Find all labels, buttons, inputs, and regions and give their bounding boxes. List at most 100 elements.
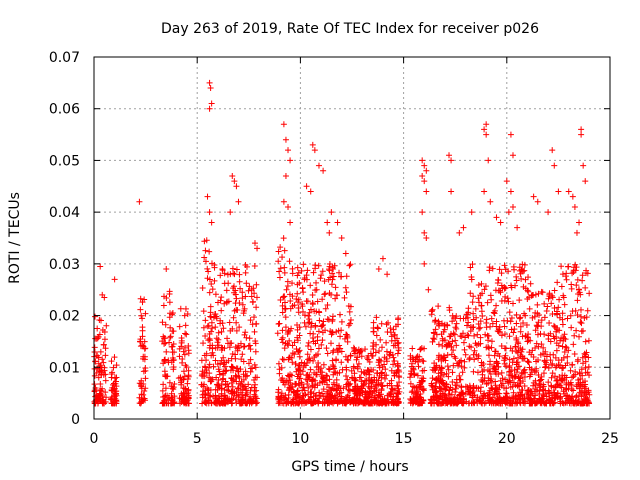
data-point bbox=[300, 384, 307, 391]
data-point bbox=[506, 368, 513, 375]
data-point bbox=[476, 397, 483, 404]
data-point bbox=[535, 319, 542, 326]
data-point bbox=[279, 339, 286, 346]
data-point bbox=[275, 258, 282, 265]
data-point bbox=[137, 382, 144, 389]
data-point bbox=[176, 345, 183, 352]
data-point bbox=[572, 371, 579, 378]
data-point bbox=[417, 383, 424, 390]
data-point bbox=[499, 375, 506, 382]
data-point bbox=[438, 364, 445, 371]
data-point bbox=[101, 294, 108, 301]
data-point bbox=[309, 334, 316, 341]
data-point bbox=[287, 298, 294, 305]
data-point bbox=[373, 332, 380, 339]
data-point bbox=[250, 285, 257, 292]
data-point bbox=[576, 219, 583, 226]
data-point bbox=[204, 265, 211, 272]
data-point bbox=[379, 363, 386, 370]
data-point bbox=[517, 380, 524, 387]
data-point bbox=[554, 279, 561, 286]
data-point bbox=[184, 380, 191, 387]
data-point bbox=[429, 383, 436, 390]
data-point bbox=[170, 386, 177, 393]
data-point bbox=[251, 328, 258, 335]
data-point bbox=[419, 172, 426, 179]
data-point bbox=[526, 305, 533, 312]
data-point bbox=[295, 296, 302, 303]
data-point bbox=[251, 290, 258, 297]
data-point bbox=[519, 333, 526, 340]
data-point bbox=[180, 376, 187, 383]
data-point bbox=[370, 328, 377, 335]
data-point bbox=[530, 354, 537, 361]
data-point bbox=[295, 269, 302, 276]
data-point bbox=[434, 392, 441, 399]
data-point bbox=[230, 367, 237, 374]
data-point bbox=[452, 337, 459, 344]
data-point bbox=[219, 267, 226, 274]
data-point bbox=[167, 334, 174, 341]
data-point bbox=[543, 353, 550, 360]
data-point bbox=[307, 188, 314, 195]
data-point bbox=[275, 248, 282, 255]
data-point bbox=[229, 383, 236, 390]
data-point bbox=[305, 339, 312, 346]
data-point bbox=[320, 361, 327, 368]
data-point bbox=[356, 397, 363, 404]
data-point bbox=[382, 375, 389, 382]
data-point bbox=[312, 381, 319, 388]
data-point bbox=[428, 398, 435, 405]
data-point bbox=[291, 339, 298, 346]
data-point bbox=[460, 330, 467, 337]
data-point bbox=[390, 393, 397, 400]
data-point bbox=[543, 308, 550, 315]
data-point bbox=[242, 329, 249, 336]
data-point bbox=[343, 331, 350, 338]
data-point bbox=[232, 351, 239, 358]
data-point bbox=[236, 344, 243, 351]
data-point bbox=[276, 274, 283, 281]
data-point bbox=[457, 396, 464, 403]
data-point bbox=[330, 385, 337, 392]
data-point bbox=[574, 312, 581, 319]
data-point bbox=[329, 329, 336, 336]
data-point bbox=[284, 340, 291, 347]
data-point bbox=[510, 389, 517, 396]
data-point bbox=[469, 400, 476, 407]
data-point bbox=[304, 381, 311, 388]
data-point bbox=[524, 358, 531, 365]
data-point bbox=[383, 321, 390, 328]
data-point bbox=[445, 340, 452, 347]
data-point bbox=[441, 321, 448, 328]
data-point bbox=[281, 269, 288, 276]
data-point bbox=[167, 324, 174, 331]
data-point bbox=[520, 355, 527, 362]
data-point bbox=[328, 209, 335, 216]
data-point bbox=[310, 338, 317, 345]
data-point bbox=[545, 379, 552, 386]
data-point bbox=[494, 390, 501, 397]
data-point bbox=[514, 339, 521, 346]
data-point bbox=[296, 324, 303, 331]
data-point bbox=[182, 322, 189, 329]
data-point bbox=[322, 377, 329, 384]
data-point bbox=[562, 273, 569, 280]
data-point bbox=[282, 314, 289, 321]
data-point bbox=[407, 380, 414, 387]
data-point bbox=[388, 367, 395, 374]
data-point bbox=[279, 375, 286, 382]
data-point bbox=[439, 399, 446, 406]
data-point bbox=[362, 346, 369, 353]
data-point bbox=[556, 327, 563, 334]
data-point bbox=[223, 359, 230, 366]
data-point bbox=[586, 372, 593, 379]
data-point bbox=[299, 284, 306, 291]
data-point bbox=[559, 365, 566, 372]
data-point bbox=[287, 219, 294, 226]
axis-ticks bbox=[93, 56, 611, 420]
data-point bbox=[529, 399, 536, 406]
data-point bbox=[199, 391, 206, 398]
data-point bbox=[507, 318, 514, 325]
data-point bbox=[283, 286, 290, 293]
